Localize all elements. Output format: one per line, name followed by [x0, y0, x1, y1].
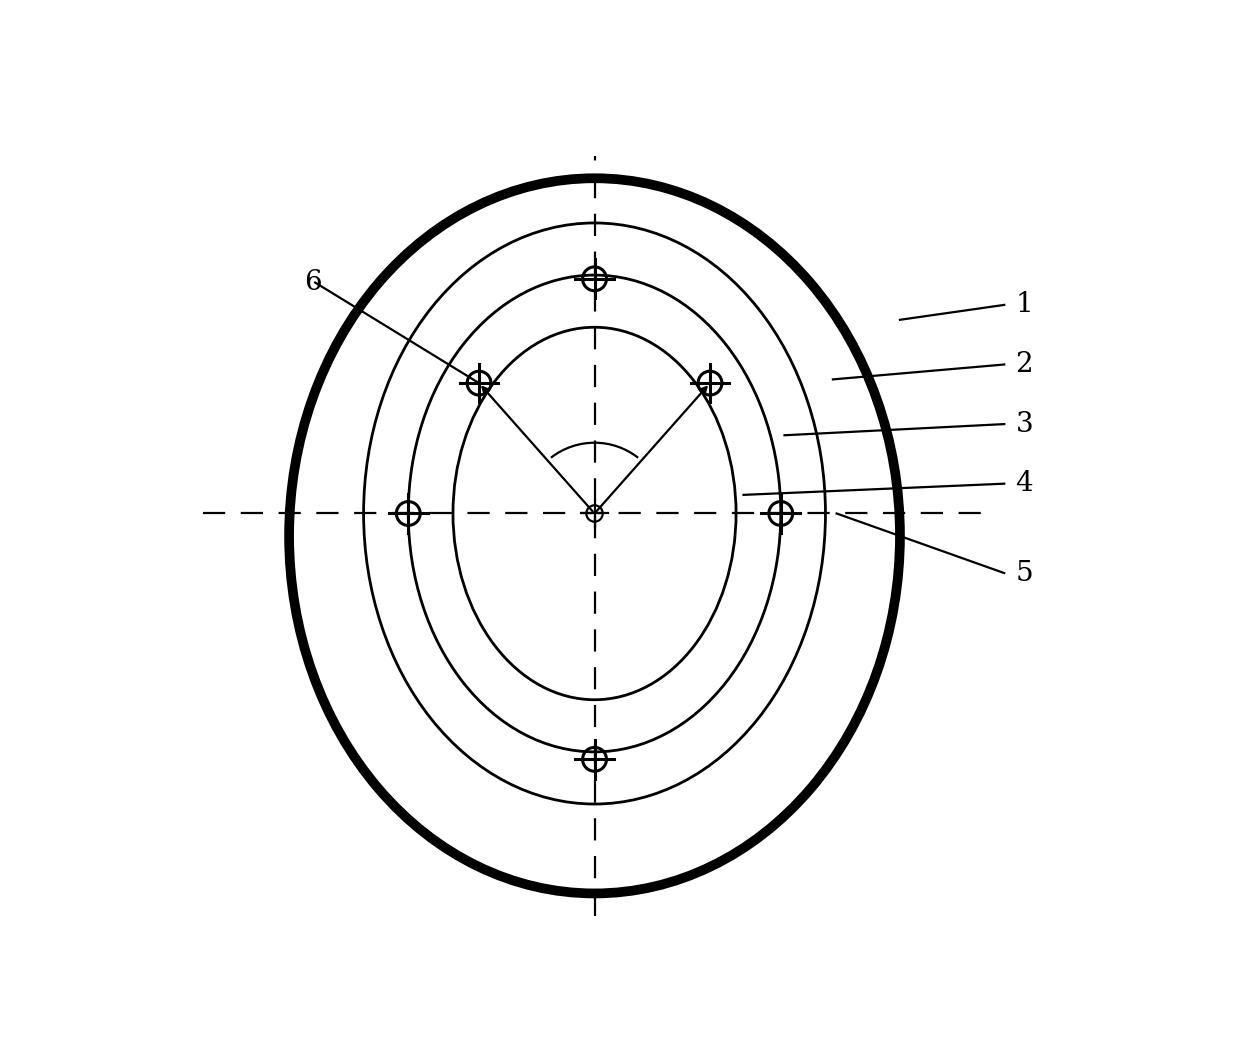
Text: 2: 2: [1016, 351, 1033, 378]
Text: 5: 5: [1016, 560, 1033, 587]
Text: 6: 6: [304, 269, 321, 296]
Text: 1: 1: [1016, 292, 1033, 318]
Text: 4: 4: [1016, 470, 1033, 498]
Text: 3: 3: [1016, 411, 1033, 438]
